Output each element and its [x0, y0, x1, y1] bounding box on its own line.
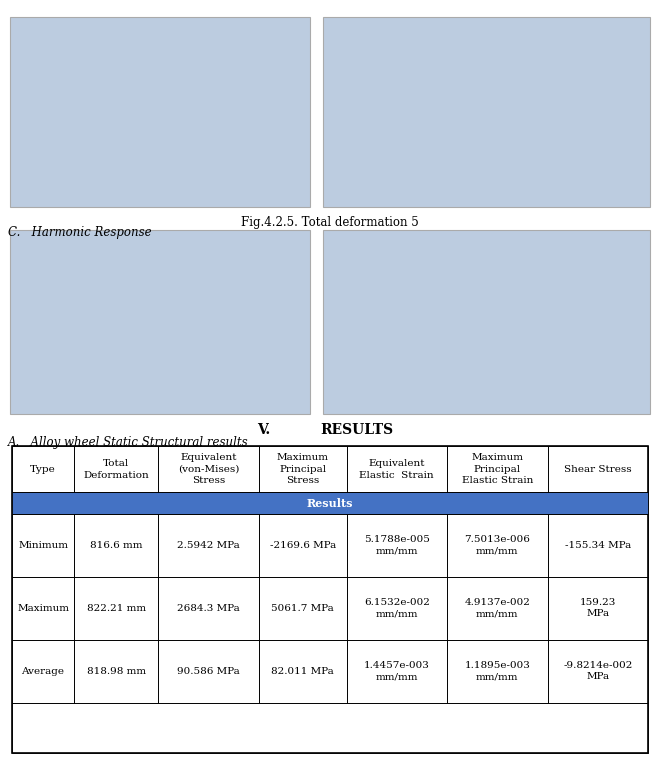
Bar	[346, 446, 447, 492]
Text: 1.4457e-003
mm/mm: 1.4457e-003 mm/mm	[364, 661, 430, 681]
Bar	[259, 514, 346, 577]
Bar	[447, 640, 548, 703]
Bar	[74, 640, 158, 703]
Bar	[12, 446, 74, 492]
Bar	[346, 577, 447, 640]
Text: -155.34 MPa: -155.34 MPa	[565, 541, 631, 550]
Bar	[158, 640, 259, 703]
Text: Results: Results	[307, 498, 353, 509]
Text: Maximum
Principal
Elastic Strain: Maximum Principal Elastic Strain	[461, 453, 533, 486]
Bar	[548, 446, 648, 492]
Text: -9.8214e-002
MPa: -9.8214e-002 MPa	[563, 661, 632, 681]
Text: Minimum: Minimum	[18, 541, 68, 550]
Bar	[259, 640, 346, 703]
Text: 6.1532e-002
mm/mm: 6.1532e-002 mm/mm	[364, 598, 430, 618]
Text: Type: Type	[30, 465, 56, 474]
Text: Equivalent
(von-Mises)
Stress: Equivalent (von-Mises) Stress	[178, 453, 239, 486]
Text: -2169.6 MPa: -2169.6 MPa	[269, 541, 336, 550]
Text: C.   Harmonic Response: C. Harmonic Response	[8, 226, 152, 239]
Text: 5.1788e-005
mm/mm: 5.1788e-005 mm/mm	[364, 535, 430, 555]
Text: RESULTS: RESULTS	[320, 423, 393, 437]
Bar	[323, 230, 650, 414]
Bar	[346, 640, 447, 703]
Text: 2684.3 MPa: 2684.3 MPa	[177, 604, 240, 613]
Text: A.   Alloy wheel Static Structural results: A. Alloy wheel Static Structural results	[8, 436, 249, 449]
Bar	[346, 514, 447, 577]
Text: V.: V.	[257, 423, 271, 437]
Bar	[259, 446, 346, 492]
Bar	[447, 514, 548, 577]
Bar	[74, 577, 158, 640]
Text: Total
Deformation: Total Deformation	[83, 459, 149, 479]
Text: 2.5942 MPa: 2.5942 MPa	[177, 541, 240, 550]
Bar	[12, 514, 74, 577]
Text: 1.1895e-003
mm/mm: 1.1895e-003 mm/mm	[465, 661, 530, 681]
Bar	[323, 17, 650, 207]
Text: Shear Stress: Shear Stress	[564, 465, 632, 474]
Text: 7.5013e-006
mm/mm: 7.5013e-006 mm/mm	[465, 535, 530, 555]
Bar	[12, 446, 648, 753]
Text: 82.011 MPa: 82.011 MPa	[271, 667, 334, 676]
Text: 822.21 mm: 822.21 mm	[86, 604, 146, 613]
Bar	[74, 514, 158, 577]
Text: 90.586 MPa: 90.586 MPa	[177, 667, 240, 676]
Text: Maximum
Principal
Stress: Maximum Principal Stress	[277, 453, 329, 486]
Text: Equivalent
Elastic  Strain: Equivalent Elastic Strain	[360, 459, 434, 479]
Bar	[548, 640, 648, 703]
Bar	[158, 514, 259, 577]
Text: 4.9137e-002
mm/mm: 4.9137e-002 mm/mm	[465, 598, 530, 618]
Bar	[447, 577, 548, 640]
Bar	[548, 577, 648, 640]
Bar	[548, 514, 648, 577]
Text: 816.6 mm: 816.6 mm	[90, 541, 143, 550]
Bar	[12, 492, 648, 514]
Bar	[259, 577, 346, 640]
Text: Maximum: Maximum	[17, 604, 69, 613]
Text: Average: Average	[22, 667, 65, 676]
Text: 159.23
MPa: 159.23 MPa	[579, 598, 616, 618]
Bar	[158, 446, 259, 492]
Text: 5061.7 MPa: 5061.7 MPa	[271, 604, 334, 613]
Bar	[74, 446, 158, 492]
Bar	[12, 703, 648, 753]
Bar	[10, 17, 310, 207]
Bar	[10, 230, 310, 414]
Text: 818.98 mm: 818.98 mm	[86, 667, 146, 676]
Bar	[447, 446, 548, 492]
Bar	[158, 577, 259, 640]
Bar	[12, 577, 74, 640]
Text: Fig.4.2.5. Total deformation 5: Fig.4.2.5. Total deformation 5	[241, 216, 419, 229]
Bar	[12, 640, 74, 703]
